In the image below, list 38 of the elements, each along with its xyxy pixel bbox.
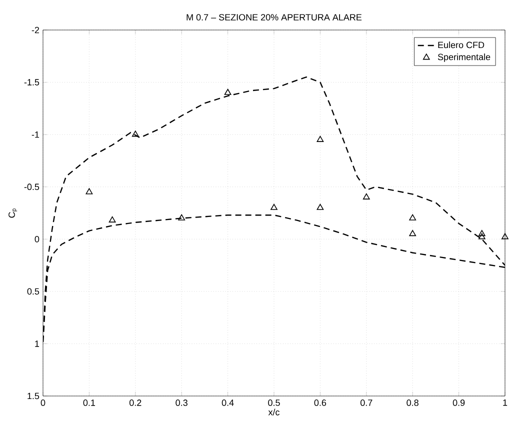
x-tick-label: 1 <box>503 400 508 406</box>
y-tick-label: -1 <box>32 131 40 138</box>
point <box>86 188 93 194</box>
y-tick-label: -0.5 <box>24 184 40 190</box>
y-axis-title: C$_{p}$ <box>8 208 18 218</box>
point <box>108 216 116 222</box>
x-tick-label: 0.6 <box>314 400 326 406</box>
point <box>362 193 370 200</box>
x-tick-label: 0 <box>40 400 46 406</box>
point <box>409 214 416 220</box>
x-tick-label: 0.2 <box>129 400 142 406</box>
x-tick-label: 0.9 <box>452 400 465 406</box>
y-tick-label: 0 <box>34 236 40 242</box>
point <box>316 136 324 142</box>
x-tick-label: 0.8 <box>406 400 418 406</box>
point <box>224 88 232 95</box>
x-tick-label: 0.4 <box>222 400 234 406</box>
point <box>132 130 139 137</box>
y-tick-label: 1 <box>35 340 40 347</box>
point <box>502 233 508 240</box>
x-tick-label: 0.3 <box>176 400 188 406</box>
x-tick-label: 0.5 <box>268 400 280 406</box>
y-tick-label: -1.5 <box>24 79 40 86</box>
y-tick-label: -2 <box>32 26 40 34</box>
legend-label: Sperimentale <box>438 54 490 62</box>
y-tick-label: 1.5 <box>28 392 40 400</box>
point <box>316 204 324 210</box>
y-tick-label: 0.5 <box>27 288 40 295</box>
point <box>409 230 416 236</box>
point <box>178 214 186 220</box>
point <box>270 204 278 210</box>
x-tick-label: 0.7 <box>360 400 372 406</box>
point <box>478 233 486 240</box>
x-tick-label: 0.1 <box>83 400 96 406</box>
legend-label: Eulero CFD <box>438 42 484 48</box>
point <box>478 230 486 236</box>
chart-title: M 0.7 – SEZIONE 20% APERTURA ALARE <box>186 14 362 20</box>
x-axis-title: x/c <box>268 408 280 416</box>
